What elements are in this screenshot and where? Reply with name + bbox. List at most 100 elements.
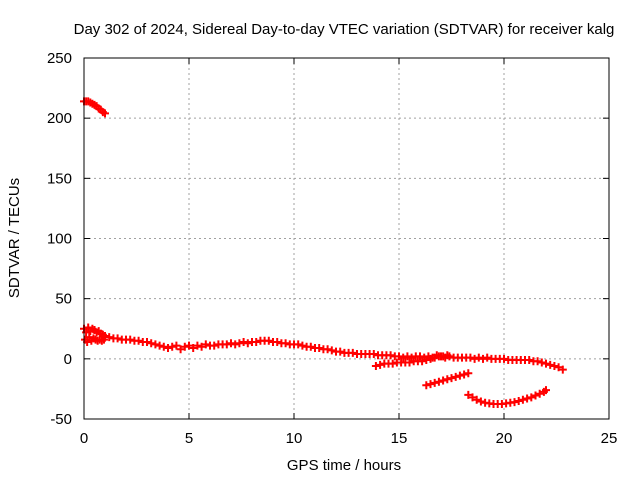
data-point	[101, 331, 109, 340]
plot-frame	[83, 57, 610, 420]
y-tick-label: 100	[47, 231, 72, 248]
x-tick-label: 20	[496, 430, 513, 447]
data-point	[430, 378, 439, 387]
data-point	[323, 345, 332, 354]
data-point	[201, 340, 210, 349]
data-point	[327, 346, 336, 355]
data-point	[388, 359, 397, 368]
data-point	[403, 352, 412, 361]
data-point	[371, 362, 380, 371]
data-point	[451, 372, 460, 381]
data-point	[542, 359, 550, 368]
data-point	[405, 358, 414, 367]
grid-lines	[84, 58, 609, 419]
data-point	[168, 342, 177, 351]
data-point	[523, 394, 532, 403]
data-point	[399, 353, 408, 362]
y-tick-label: 200	[47, 110, 72, 127]
data-point	[143, 337, 151, 346]
data-point	[439, 376, 448, 385]
data-point	[155, 341, 164, 350]
data-point	[439, 352, 448, 361]
x-tick-label: 5	[185, 430, 193, 447]
series-lower-segment-14	[371, 351, 452, 371]
x-tick-label: 15	[391, 430, 408, 447]
data-point	[537, 358, 546, 367]
data-point	[197, 342, 206, 351]
y-tick-label: -50	[50, 411, 72, 428]
data-point	[172, 341, 181, 350]
data-point	[535, 389, 544, 398]
data-point	[525, 356, 534, 365]
data-point	[550, 362, 559, 371]
data-point	[227, 339, 235, 348]
data-point	[416, 352, 424, 361]
data-point	[386, 351, 395, 360]
data-point	[476, 397, 485, 406]
y-tick-label: 50	[55, 291, 72, 308]
data-point	[470, 354, 479, 363]
data-point	[273, 337, 282, 346]
y-axis-label: SDTVAR / TECUs	[6, 178, 23, 298]
data-point	[455, 371, 464, 380]
data-point	[294, 340, 303, 349]
chart-title: Day 302 of 2024, Sidereal Day-to-day VTE…	[74, 21, 615, 38]
data-point	[369, 350, 378, 359]
data-points	[80, 97, 567, 408]
data-point	[518, 395, 527, 404]
data-point	[252, 337, 261, 346]
data-point	[189, 344, 198, 353]
data-point	[348, 348, 357, 357]
data-point	[466, 353, 475, 362]
data-point	[464, 369, 473, 378]
data-point	[126, 335, 135, 344]
series-lower-segment-17	[422, 369, 473, 390]
data-point	[151, 340, 160, 349]
data-point	[531, 391, 540, 400]
data-point	[554, 363, 563, 372]
data-point	[542, 386, 550, 395]
data-point	[239, 337, 248, 346]
data-point	[315, 344, 324, 353]
data-point	[500, 354, 508, 363]
data-point	[426, 354, 435, 363]
data-point	[558, 365, 567, 374]
data-point	[222, 340, 231, 349]
axis-ticks: 0 5 10 15 20 25 -50 0 50 100 150 200 250	[47, 50, 617, 447]
data-point	[164, 344, 172, 353]
series-main-trace	[80, 323, 567, 374]
data-point	[483, 353, 492, 362]
data-point	[533, 357, 542, 366]
data-point	[336, 347, 345, 356]
data-point	[210, 341, 219, 350]
data-point	[447, 374, 456, 383]
data-point	[426, 380, 435, 389]
data-point	[235, 339, 244, 348]
data-point	[231, 340, 240, 349]
data-point	[82, 328, 91, 337]
data-point	[264, 336, 273, 345]
y-tick-label: 250	[47, 50, 72, 67]
data-point	[101, 109, 109, 118]
data-point	[474, 353, 483, 362]
data-point	[376, 360, 385, 369]
x-tick-label: 0	[80, 430, 88, 447]
data-point	[159, 342, 168, 351]
data-point	[510, 398, 519, 407]
x-tick-label: 25	[601, 430, 618, 447]
y-tick-label: 0	[64, 351, 72, 368]
data-point	[479, 354, 487, 363]
y-tick-label: 150	[47, 170, 72, 187]
data-point	[422, 356, 431, 365]
data-point	[180, 342, 189, 351]
data-point	[434, 377, 443, 386]
data-point	[176, 345, 185, 354]
data-point	[472, 395, 481, 404]
data-point	[113, 334, 122, 343]
data-point	[460, 370, 469, 379]
x-axis-label: GPS time / hours	[287, 457, 401, 474]
data-point	[443, 351, 452, 360]
data-point	[298, 341, 307, 350]
series-lower-arc-20	[464, 386, 550, 408]
